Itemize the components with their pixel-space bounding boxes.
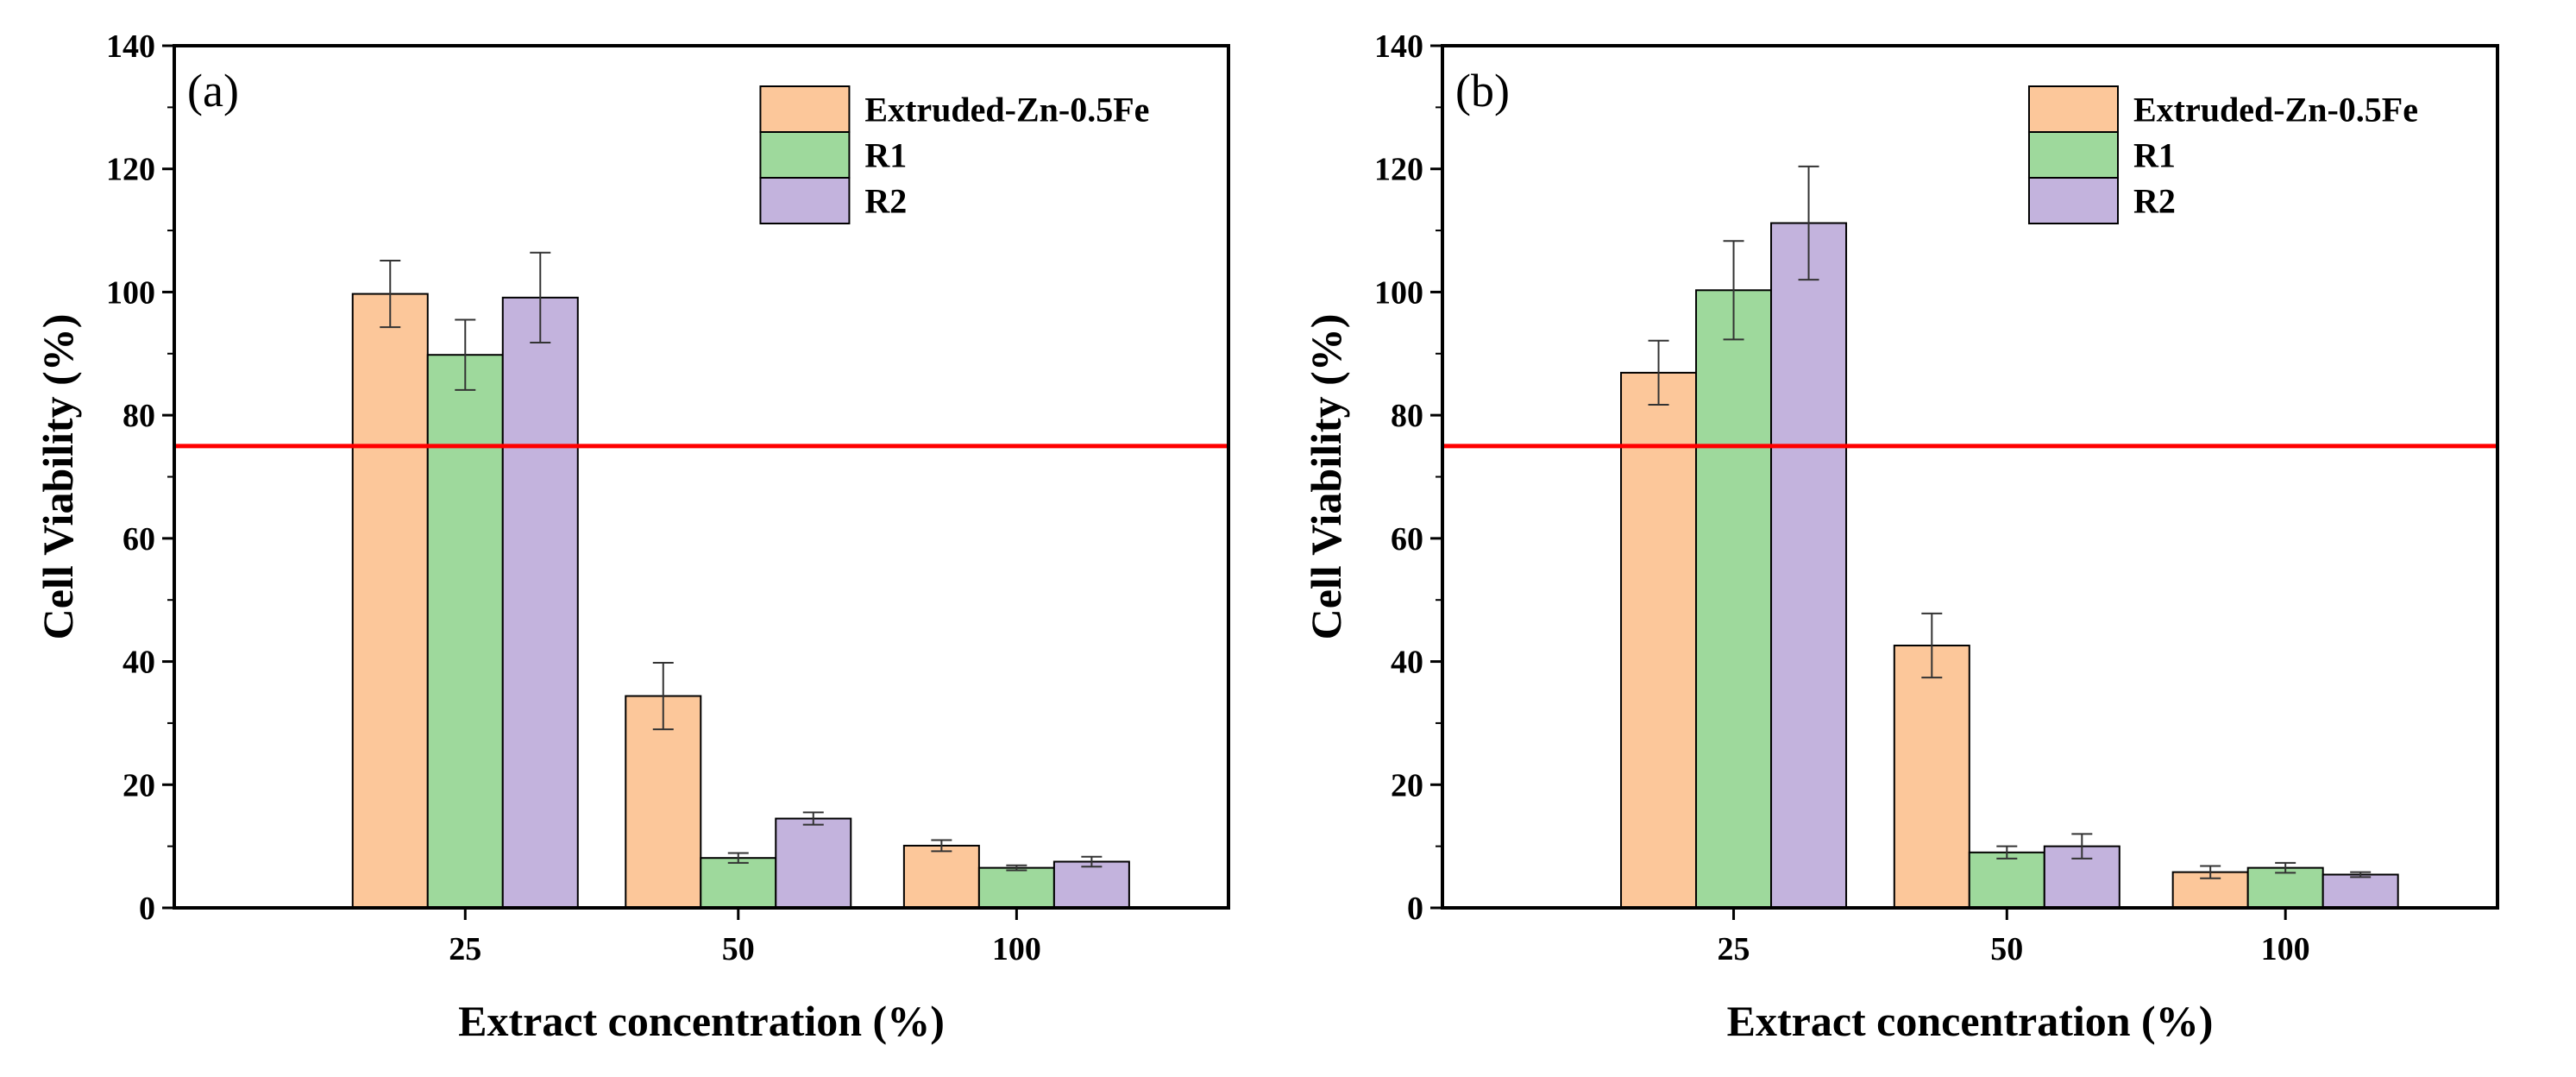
legend-label: R1: [864, 136, 907, 175]
y-tick-label: 40: [1391, 645, 1423, 681]
y-tick-label: 20: [123, 767, 155, 803]
legend-swatch: [2027, 85, 2119, 133]
legend-label: R1: [2133, 136, 2176, 175]
panel-label: (b): [1455, 65, 1510, 117]
y-tick-label: 140: [106, 28, 155, 65]
x-tick-label: 25: [449, 931, 481, 967]
y-tick-label: 0: [1407, 891, 1423, 927]
y-axis-title: Cell Viability (%): [1302, 314, 1350, 640]
legend-swatch: [759, 131, 851, 179]
x-tick-label: 50: [1990, 931, 2023, 967]
plot-frame: [173, 44, 1230, 910]
bar-r2-25: [1770, 222, 1848, 910]
x-tick-label: 50: [722, 931, 755, 967]
legend-label: Extruded-Zn-0.5Fe: [864, 91, 1149, 129]
x-tick-label: 100: [2261, 931, 2310, 967]
panel-label: (a): [187, 65, 239, 117]
legend-label: Extruded-Zn-0.5Fe: [2133, 91, 2418, 129]
legend-swatch: [2027, 131, 2119, 179]
x-axis-title: Extract concentration (%): [458, 997, 945, 1045]
bar-extruded-zn-0-5fe-25: [1620, 371, 1698, 909]
y-tick-label: 80: [123, 398, 155, 434]
x-tick-label: 25: [1718, 931, 1750, 967]
y-tick-label: 60: [1391, 521, 1423, 557]
legend-label: R2: [864, 182, 907, 221]
legend-swatch: [759, 85, 851, 133]
legend-swatch: [759, 177, 851, 224]
bar-r1-25: [426, 354, 504, 910]
bar-r1-50: [1968, 851, 2045, 909]
y-tick-label: 120: [1374, 152, 1423, 188]
panel-a: 0 20 40 60 80 100 120 140 25 50 100 Extract concent…: [34, 28, 1230, 1045]
plot-frame: [1441, 44, 2499, 910]
x-tick-label: 100: [992, 931, 1041, 967]
bar-r2-100: [1052, 860, 1130, 909]
bar-r2-50: [775, 817, 852, 910]
y-axis-title: Cell Viability (%): [34, 314, 82, 640]
bar-extruded-zn-0-5fe-50: [1893, 645, 1970, 909]
y-tick-label: 20: [1391, 767, 1423, 803]
bar-r1-25: [1695, 289, 1773, 910]
y-tick-label: 100: [106, 274, 155, 311]
x-axis-title: Extract concentration (%): [1727, 997, 2214, 1045]
bar-r2-25: [501, 296, 579, 909]
bar-r1-100: [2246, 866, 2324, 909]
y-tick-label: 80: [1391, 398, 1423, 434]
bar-extruded-zn-0-5fe-100: [902, 844, 980, 909]
bar-r1-100: [977, 866, 1055, 909]
panel-b: 0 20 40 60 80 100 120 140 25 50 100 Extract concent…: [1302, 28, 2499, 1045]
bar-extruded-zn-0-5fe-25: [351, 293, 429, 909]
y-tick-label: 120: [106, 152, 155, 188]
y-tick-label: 140: [1374, 28, 1423, 65]
legend-label: R2: [2133, 182, 2176, 221]
y-tick-label: 60: [123, 521, 155, 557]
y-tick-label: 40: [123, 645, 155, 681]
y-tick-label: 0: [139, 891, 155, 927]
bar-r1-50: [700, 857, 777, 910]
y-tick-label: 100: [1374, 274, 1423, 311]
legend-swatch: [2027, 177, 2119, 224]
bar-r2-100: [2322, 873, 2399, 910]
